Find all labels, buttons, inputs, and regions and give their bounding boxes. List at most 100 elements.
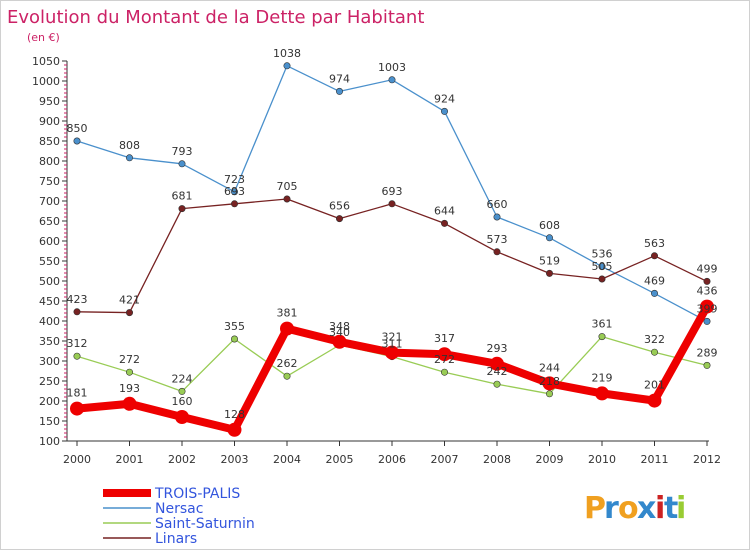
y-tick-label: 300 [39,355,60,368]
data-label: 128 [224,408,245,421]
data-label: 242 [487,365,508,378]
data-label: 723 [224,173,245,186]
legend-label: Saint-Saturnin [155,516,255,532]
data-label: 181 [67,387,88,400]
series-trois-palis [70,299,714,437]
data-label: 608 [539,219,560,232]
series-layer [70,62,714,437]
data-label: 317 [434,332,455,345]
data-point [335,215,343,223]
data-label: 381 [277,307,298,320]
data-label: 340 [329,326,350,339]
data-label: 681 [172,190,193,203]
data-point [595,386,609,401]
legend-label: TROIS-PALIS [154,486,240,502]
data-point [280,321,294,336]
data-point [332,334,347,349]
data-label: 660 [487,198,508,211]
data-labels: 850 808 793 723 1038 974 1003 924 660 608 536 469 39… [67,47,718,421]
data-point [493,380,501,388]
data-point [388,200,396,208]
x-tick-label: 2011 [641,453,669,466]
x-tick-label: 2000 [63,453,91,466]
data-label: 218 [539,375,560,388]
y-tick-label: 750 [39,175,60,188]
logo-letter: i [655,491,665,526]
data-point [437,347,452,362]
data-point [283,62,291,70]
y-tick-label: 700 [39,195,60,208]
data-point [178,205,186,213]
data-point [703,317,711,325]
data-label: 289 [697,346,718,359]
y-tick-label: 600 [39,235,60,248]
series-line [73,302,711,434]
data-point [126,368,134,376]
data-label: 505 [592,260,613,273]
data-label: 355 [224,320,245,333]
data-point [227,422,242,437]
x-tick-label: 2008 [483,453,511,466]
data-label: 262 [277,357,298,370]
legend-label: Nersac [155,501,203,517]
data-point [493,213,501,221]
x-tick-label: 2012 [693,453,721,466]
data-point [545,234,553,242]
logo-letter: x [637,491,656,526]
logo-letter: o [618,491,639,526]
data-point [388,76,396,84]
data-point [122,396,137,411]
data-point [440,368,448,376]
data-label: 399 [697,302,718,315]
data-label: 656 [329,200,350,213]
data-point [542,376,557,391]
data-label: 322 [644,333,665,346]
series-linars [73,195,711,317]
y-tick-label: 400 [39,315,60,328]
data-label: 293 [487,342,508,355]
logo-letter: i [676,491,686,526]
data-label: 974 [329,72,350,85]
data-label: 1038 [273,47,301,60]
data-point [231,188,239,196]
chart-subtitle: (en €) [27,31,60,44]
logo-letter: P [584,491,606,526]
data-label: 924 [434,92,455,105]
data-label: 436 [697,285,718,298]
y-tick-label: 250 [39,375,60,388]
data-label: 272 [119,353,140,366]
data-point [703,361,711,369]
data-label: 1003 [378,61,406,74]
y-tick-label: 200 [39,395,60,408]
data-point [283,195,291,203]
data-label: 201 [644,379,665,392]
data-label: 850 [67,122,88,135]
y-tick-label: 550 [39,255,60,268]
y-tick-label: 150 [39,415,60,428]
data-label: 321 [382,331,403,344]
data-point [440,107,448,115]
x-tick-label: 2003 [221,453,249,466]
y-tick-label: 350 [39,335,60,348]
y-tick-label: 650 [39,215,60,228]
y-tick-label: 900 [39,115,60,128]
data-point [493,248,501,256]
data-label: 421 [119,294,140,307]
x-tick-label: 2006 [378,453,406,466]
data-point [231,335,239,343]
y-tick-label: 100 [39,435,60,448]
data-point [73,352,81,360]
data-label: 499 [697,262,718,275]
logo-letter: t [664,491,678,526]
data-point [73,137,81,145]
data-point [70,401,84,416]
data-label: 793 [172,145,193,158]
data-point [335,87,343,95]
data-label: 644 [434,204,455,217]
data-label: 160 [172,395,193,408]
data-point [126,154,134,162]
data-point [598,275,606,283]
